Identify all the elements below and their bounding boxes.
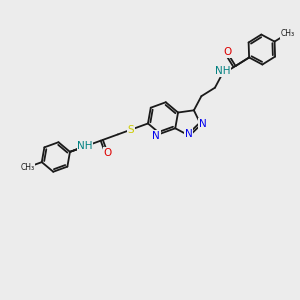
Text: N: N	[184, 129, 192, 139]
Text: S: S	[128, 124, 134, 135]
Text: NH: NH	[215, 66, 231, 76]
Text: N: N	[152, 131, 160, 141]
Text: NH: NH	[77, 141, 93, 152]
Text: O: O	[103, 148, 112, 158]
Text: CH₃: CH₃	[21, 163, 35, 172]
Text: CH₃: CH₃	[280, 29, 294, 38]
Text: O: O	[223, 47, 231, 57]
Text: N: N	[199, 119, 207, 129]
